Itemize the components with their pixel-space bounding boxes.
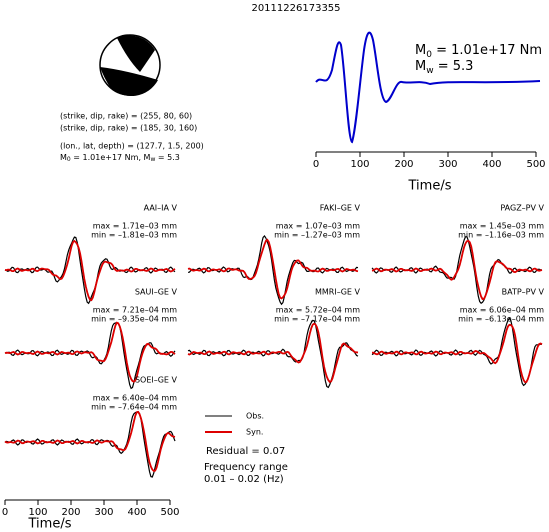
station-min: min = –7.17e–04 mm — [274, 315, 360, 324]
m: M — [144, 153, 151, 162]
syn-trace — [187, 322, 359, 383]
obs-trace — [371, 317, 543, 387]
m: M — [415, 43, 426, 58]
station-max: max = 7.21e–04 mm — [93, 306, 177, 315]
mech-line: (strike, dip, rake) = (185, 30, 160) — [60, 124, 197, 133]
stf-m0: M0 = 1.01e+17 Nm — [415, 43, 542, 60]
obs-trace — [4, 411, 176, 478]
m: M — [60, 153, 67, 162]
legend-syn: Syn. — [246, 428, 263, 437]
sub: w — [150, 156, 155, 163]
tick-label: 500 — [160, 507, 179, 518]
tick-label: 0 — [313, 159, 319, 170]
station-min: min = –6.13e–04 mm — [458, 315, 544, 324]
station-min: min = –1.81e–03 mm — [91, 231, 177, 240]
station-max: max = 6.40e–04 mm — [93, 394, 177, 403]
x-label: Time/s — [28, 517, 72, 532]
txt: = 1.01e+17 Nm, — [71, 153, 144, 162]
moment-line: M0 = 1.01e+17 Nm, Mw = 5.3 — [60, 153, 180, 163]
txt: = 1.01e+17 Nm — [432, 43, 542, 58]
station-name: BATP–PV V — [502, 288, 545, 297]
station-max: max = 5.72e–04 mm — [276, 306, 360, 315]
station-name: SAUI–GE V — [135, 288, 178, 297]
station-name: FAKI–GE V — [320, 204, 361, 213]
m: M — [415, 59, 426, 74]
station-min: min = –9.35e–04 mm — [91, 315, 177, 324]
freq: 0.01 – 0.02 (Hz) — [204, 474, 284, 485]
beachball — [99, 34, 161, 97]
syn-trace — [187, 238, 359, 300]
tick-label: 400 — [482, 159, 501, 170]
syn-trace — [4, 239, 176, 302]
tick-label: 0 — [2, 507, 8, 518]
tick-label: 500 — [526, 159, 545, 170]
tick-label: 400 — [127, 507, 146, 518]
sub: 0 — [426, 50, 432, 60]
station-name: SOEI–GE V — [135, 376, 178, 385]
station-min: min = –7.64e–04 mm — [91, 403, 177, 412]
syn-trace — [372, 323, 543, 384]
freq-title: Frequency range — [204, 462, 288, 473]
tick-label: 100 — [350, 159, 369, 170]
station-name: AAI–IA V — [144, 204, 178, 213]
station-min: min = –1.27e–03 mm — [274, 231, 360, 240]
stf-xlabel: Time/s — [408, 179, 452, 194]
obs-trace — [4, 236, 176, 305]
stf-mw: Mw = 5.3 — [415, 59, 473, 76]
station-max: max = 1.71e–03 mm — [93, 222, 177, 231]
syn-trace — [4, 410, 176, 473]
station-name: MMRI–GE V — [315, 288, 361, 297]
txt: = 5.3 — [434, 59, 474, 74]
sub: w — [426, 66, 433, 76]
station-max: max = 6.06e–04 mm — [460, 306, 544, 315]
tick-label: 200 — [61, 507, 80, 518]
syn-trace — [371, 239, 543, 300]
station-max: max = 1.07e–03 mm — [276, 222, 360, 231]
syn-trace — [4, 321, 176, 383]
sub: 0 — [67, 156, 71, 163]
station-max: max = 1.45e–03 mm — [460, 222, 544, 231]
stf-trace — [315, 31, 541, 144]
txt: = 5.3 — [155, 153, 180, 162]
residual: Residual = 0.07 — [206, 446, 285, 457]
mech-line: (strike, dip, rake) = (255, 80, 60) — [60, 112, 192, 121]
mech-line: (lon., lat, depth) = (127.7, 1.5, 200) — [60, 142, 204, 151]
station-name: PAGZ–PV V — [500, 204, 544, 213]
legend-obs: Obs. — [246, 412, 264, 421]
tick-label: 300 — [438, 159, 457, 170]
title: 20111226173355 — [251, 3, 340, 14]
tick-label: 100 — [28, 507, 47, 518]
station-min: min = –1.16e–03 mm — [458, 231, 544, 240]
tick-label: 300 — [94, 507, 113, 518]
tick-label: 200 — [394, 159, 413, 170]
